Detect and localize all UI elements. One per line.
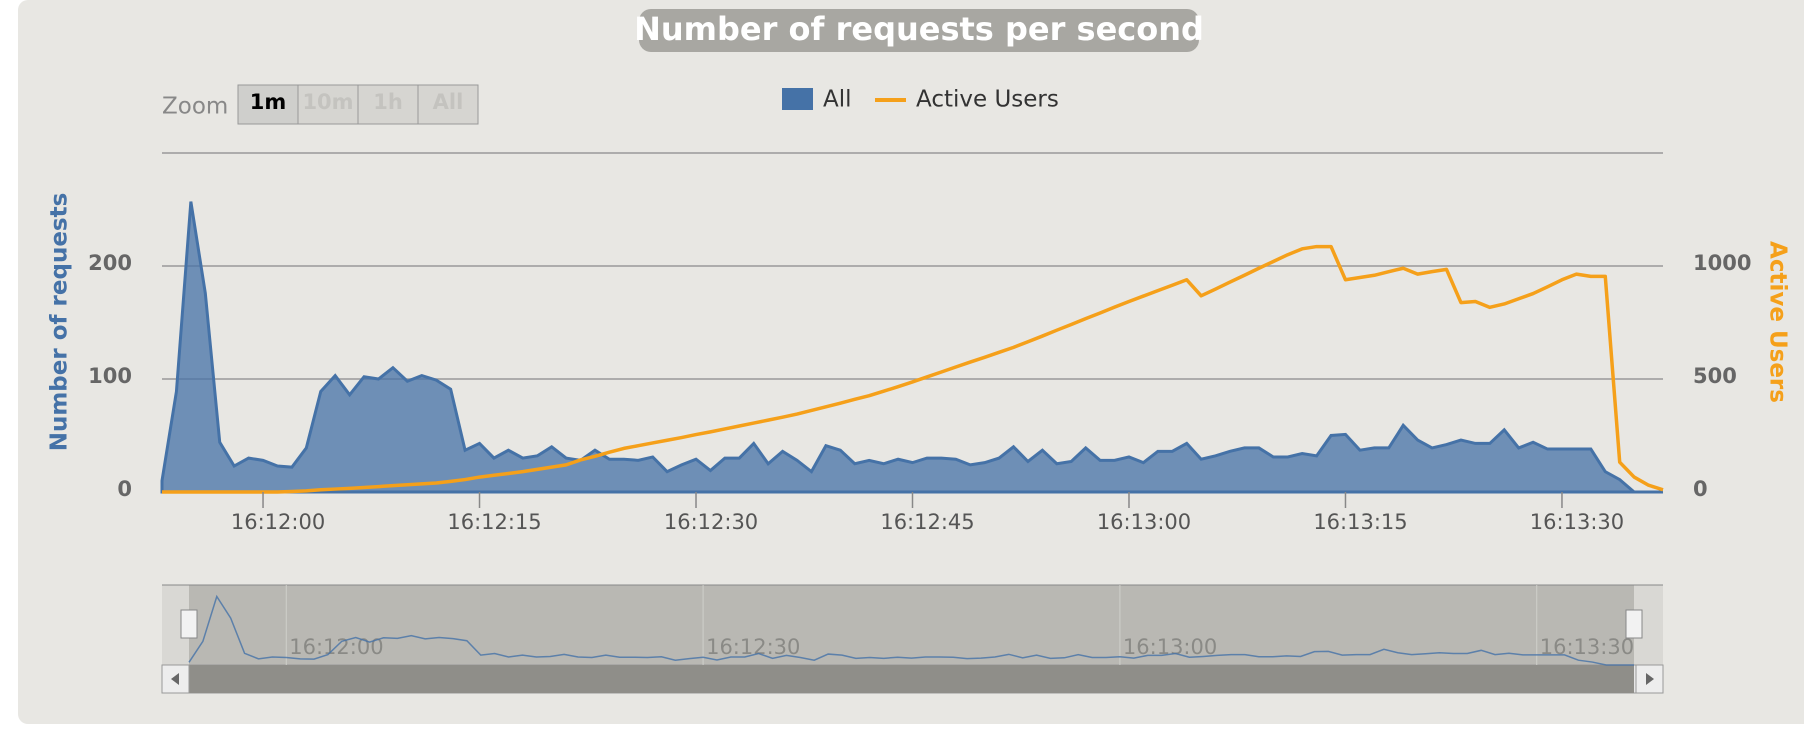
y-tick-label: 0 bbox=[117, 477, 132, 501]
legend-label[interactable]: Active Users bbox=[916, 87, 1059, 113]
zoom-button-label[interactable]: 1h bbox=[373, 90, 403, 114]
x-tick-label: 16:12:45 bbox=[880, 510, 974, 534]
x-tick-label: 16:13:00 bbox=[1097, 510, 1191, 534]
zoom-button[interactable] bbox=[417, 84, 479, 125]
handle-left[interactable] bbox=[180, 609, 198, 639]
y2-tick-label: 500 bbox=[1693, 364, 1737, 388]
line bbox=[162, 244, 1664, 494]
y2-tick-label: 0 bbox=[1693, 477, 1708, 501]
area bbox=[160, 201, 1663, 494]
legend-swatch[interactable] bbox=[782, 88, 813, 110]
y2-tick-label: 1000 bbox=[1693, 251, 1751, 275]
x-tick-label: 16:12:15 bbox=[447, 510, 541, 534]
y-axis-title: Number of requests bbox=[47, 193, 73, 452]
zoom-button-label[interactable]: 1m bbox=[250, 90, 287, 114]
chart-panel bbox=[18, 0, 1804, 724]
scrollbar-thumb[interactable] bbox=[189, 665, 1634, 693]
x-tick-label: 16:13:15 bbox=[1313, 510, 1407, 534]
zoom-button-label[interactable]: 10m bbox=[302, 90, 353, 114]
x-tick-label: 16:12:30 bbox=[664, 510, 758, 534]
title-box bbox=[639, 9, 1199, 52]
navigator-line bbox=[188, 594, 1634, 666]
navigator-selection bbox=[189, 585, 1634, 665]
zoom-button-label[interactable]: All bbox=[433, 90, 464, 114]
zoom-buttons: 1m 10m 1h All bbox=[237, 84, 479, 125]
zoom-button[interactable] bbox=[357, 84, 419, 125]
y2-axis-title: Active Users bbox=[1765, 241, 1791, 403]
y-tick-label: 200 bbox=[88, 251, 132, 275]
navigator-handles bbox=[180, 609, 1643, 639]
navigator-tick-label: 16:13:00 bbox=[1123, 635, 1217, 659]
chart-title: Number of requests per second bbox=[634, 10, 1204, 48]
arrow-right bbox=[1646, 673, 1654, 685]
zoom-label: Zoom bbox=[162, 94, 228, 120]
handle-right[interactable] bbox=[1625, 609, 1643, 639]
navigator-series bbox=[188, 594, 1634, 666]
arrow-left bbox=[171, 673, 179, 685]
y-tick-label: 100 bbox=[88, 364, 132, 388]
zoom-button[interactable] bbox=[237, 84, 299, 125]
x-tick-label: 16:12:00 bbox=[231, 510, 325, 534]
legend-label[interactable]: All bbox=[823, 87, 852, 113]
x-tick-label: 16:13:30 bbox=[1530, 510, 1624, 534]
